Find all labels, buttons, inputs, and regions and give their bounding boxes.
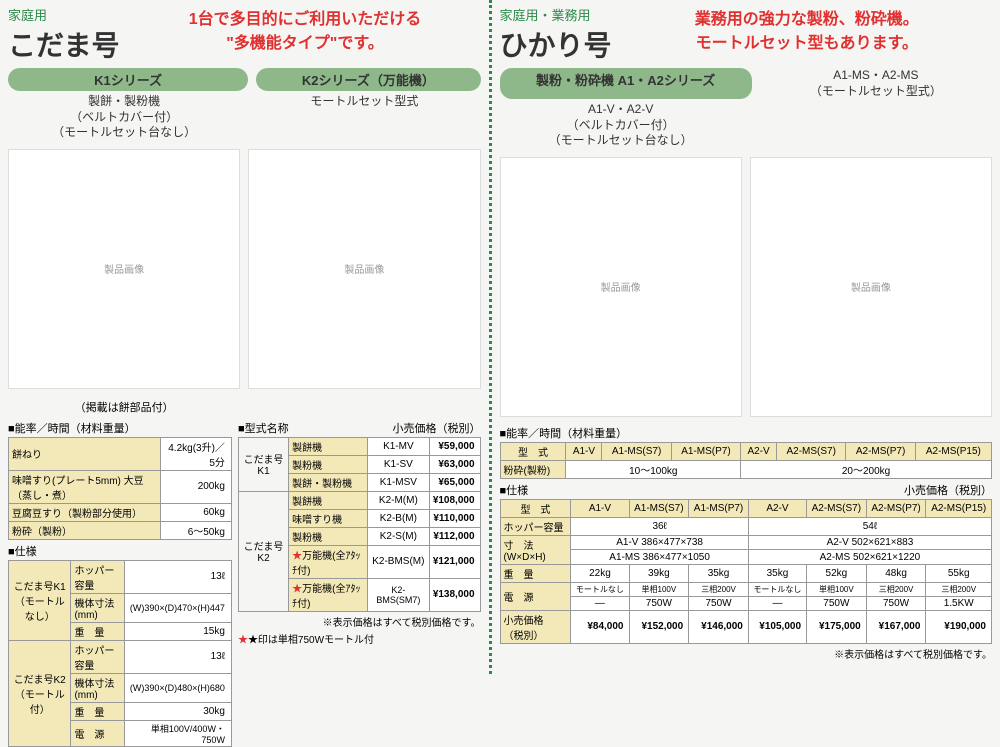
star-note: ★★印は単相750Wモートル付 <box>238 631 481 646</box>
series-ms: A1-MS・A2-MS （モートルセット型式） <box>760 68 992 99</box>
product-image-k1: 製品画像 <box>8 149 240 389</box>
capacity-label: ■能率／時間（材料重量） <box>8 420 232 436</box>
price-head-r: 小売価格（税別） <box>904 482 992 498</box>
product-image-k2: 製品画像 <box>248 149 480 389</box>
capacity-table: 餅ねり4.2kg(3升)／5分 味噌すり(プレート5mm) 大豆（蒸し・煮）20… <box>8 437 232 540</box>
tagline: 1台で多目的にご利用いただける "多機能タイプ"です。 <box>129 5 480 53</box>
left-panel: 家庭用 こだま号 1台で多目的にご利用いただける "多機能タイプ"です。 K1シ… <box>0 0 489 674</box>
right-panel: 家庭用・業務用 ひかり号 業務用の強力な製粉、粉砕機。 モートルセット型もありま… <box>492 0 1000 674</box>
series-badge-k2: K2シリーズ（万能機） <box>256 68 480 91</box>
price-label: ■型式名称 <box>238 420 289 436</box>
spec-table-k1: こだま号K1 （モートルなし） ホッパー容量13ℓ 機体寸法(mm)(W)390… <box>8 560 232 747</box>
capacity-table-r: 型 式A1-VA1-MS(S7)A1-MS(P7) A2-VA2-MS(S7)A… <box>500 442 992 479</box>
product-name-r: ひかり号 <box>500 24 612 64</box>
tagline-r: 業務用の強力な製粉、粉砕機。 モートルセット型もあります。 <box>622 5 992 53</box>
price-note-r: ※表示価格はすべて税別価格です。 <box>500 646 992 661</box>
price-table: こだま号K1 製餅機K1-MV¥59,000 製粉機K1-SV¥63,000 製… <box>238 437 481 612</box>
spec-label: ■仕様 <box>8 543 232 559</box>
product-name: こだま号 <box>8 24 119 64</box>
series-badge-a: 製粉・粉砕機 A1・A2シリーズ <box>500 68 752 99</box>
spec-label-r: ■仕様 <box>500 482 529 498</box>
product-image-a2: 製品画像 <box>750 157 992 417</box>
subtitle-k2: モートルセット型式 <box>248 94 480 141</box>
capacity-label-r: ■能率／時間（材料重量） <box>500 425 992 441</box>
subtitle-a1: A1-V・A2-V （ベルトカバー付） （モートルセット台なし） <box>500 102 742 149</box>
category-label-r: 家庭用・業務用 <box>500 5 622 24</box>
product-image-a1: 製品画像 <box>500 157 742 417</box>
price-head: 小売価格（税別） <box>393 420 481 436</box>
series-badge-k1: K1シリーズ <box>8 68 248 91</box>
category-label: 家庭用 <box>8 5 129 24</box>
price-note: ※表示価格はすべて税別価格です。 <box>238 614 481 629</box>
spec-table-r: 型 式A1-VA1-MS(S7)A1-MS(P7) A2-VA2-MS(S7)A… <box>500 499 992 644</box>
image-caption: （掲載は餅部品付） <box>8 399 240 415</box>
subtitle-k1: 製餅・製粉機 （ベルトカバー付） （モートルセット台なし） <box>8 94 240 141</box>
